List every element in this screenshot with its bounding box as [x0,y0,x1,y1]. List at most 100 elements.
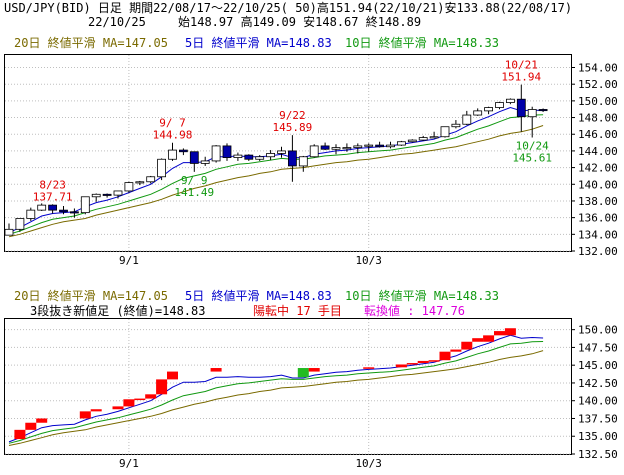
candle [298,155,308,172]
candle [200,156,210,166]
candle [124,181,134,193]
candle [135,180,145,186]
price-axis-label: 136.00 [578,212,618,225]
candle-body-down [375,144,385,148]
candle [484,106,494,115]
brick-up [472,338,484,342]
candle [516,84,526,132]
candle-body-down [48,204,57,211]
date-axis-label: 10/3 [355,457,382,470]
candle-body-down [70,211,79,214]
candle-body-down [538,109,548,112]
candle [59,205,68,215]
candle [157,158,167,181]
legend-status: 陽転中 17 手目 [253,304,342,318]
price-axis-label: 154.00 [578,62,618,75]
brick-up [417,360,429,364]
chart-header-ohlc: 始148.97 高149.09 安148.67 終148.89 [178,15,422,29]
brick-down [297,368,309,378]
price-axis-label: 146.00 [578,128,618,141]
candle [255,155,265,161]
candle-body-down [189,151,199,164]
candle [178,148,188,156]
brick-up [112,406,124,410]
candle-body-up [484,107,494,112]
candle-body-up [26,209,36,219]
break-axis-label: 137.50 [578,412,618,425]
price-axis-label: 148.00 [578,112,618,125]
break-axis-label: 147.50 [578,341,618,354]
break-panel-bricks [14,328,516,440]
candle [505,98,515,105]
date-axis-label: 9/1 [119,457,139,470]
candle-body-up [353,145,363,148]
brick-up [428,360,440,362]
brick-up [308,368,320,372]
price-panel-candles [4,84,548,236]
candle [4,223,14,236]
break-axis-label: 132.50 [578,448,618,461]
candle [222,143,232,161]
legend-ma5: 5日 終値平滑 MA=148.83 [185,36,332,50]
candle-body-up [407,139,417,143]
brick-up [25,422,37,430]
candle-body-up [396,141,406,146]
brick-up [210,368,222,372]
candle-body-up [233,154,243,158]
candle [80,196,90,215]
candle-body-down [102,193,112,196]
price-axis-label: 142.00 [578,162,618,175]
price-axis-label: 150.00 [578,95,618,108]
candle [277,146,286,158]
price-axis-label: 144.00 [578,145,618,158]
brick-up [395,364,407,368]
price-panel-moving-averages [8,106,544,238]
candle [320,142,330,151]
legend-bottom-ma20: 20日 終値平滑 MA=147.05 [14,289,168,303]
brick-up [406,363,418,365]
extreme-date-label: 9/22 [279,109,306,122]
legend-ma10: 10日 終値平滑 MA=148.33 [345,36,499,50]
ma-line [8,114,544,235]
break-axis-label: 135.00 [578,430,618,443]
brick-up [79,411,91,419]
brick-up [494,331,505,336]
candle-body-up [342,147,352,150]
candle [287,135,297,182]
candle-body-up [277,150,286,154]
candle [15,218,25,232]
legend-bottom-ma5: 5日 終値平滑 MA=148.83 [185,289,332,303]
chart-header-date: 22/10/25 [88,15,146,29]
candle-body-up [157,158,167,178]
brick-up [123,399,135,407]
candle-body-up [462,114,472,125]
candle-body-up [473,110,483,116]
candle-body-up [211,145,221,162]
candle [37,203,47,211]
brick-up [134,398,146,401]
ma-line [8,125,544,238]
candle [451,120,461,129]
brick-up [90,409,102,412]
candle [331,144,341,155]
break-panel-moving-averages [8,334,544,446]
candle [48,204,57,214]
candle-body-up [37,204,47,211]
candle-body-down [178,149,188,153]
chart-header-title: USD/JPY(BID) 日足 期間22/08/17～22/10/25( 50)… [4,1,573,15]
extreme-date-label: 8/23 [39,178,66,191]
candle [244,154,254,161]
candle-body-up [386,144,395,148]
legend-bottom-ma10: 10日 終値平滑 MA=148.33 [345,289,499,303]
candle-body-up [113,190,123,196]
brick-up [156,379,168,395]
candle [233,152,243,161]
candle [538,108,548,112]
candle-body-up [505,98,515,103]
candle [211,145,221,163]
candle-body-up [200,160,210,164]
candle-body-up [309,145,319,158]
candle [473,108,483,116]
candle [309,144,319,158]
